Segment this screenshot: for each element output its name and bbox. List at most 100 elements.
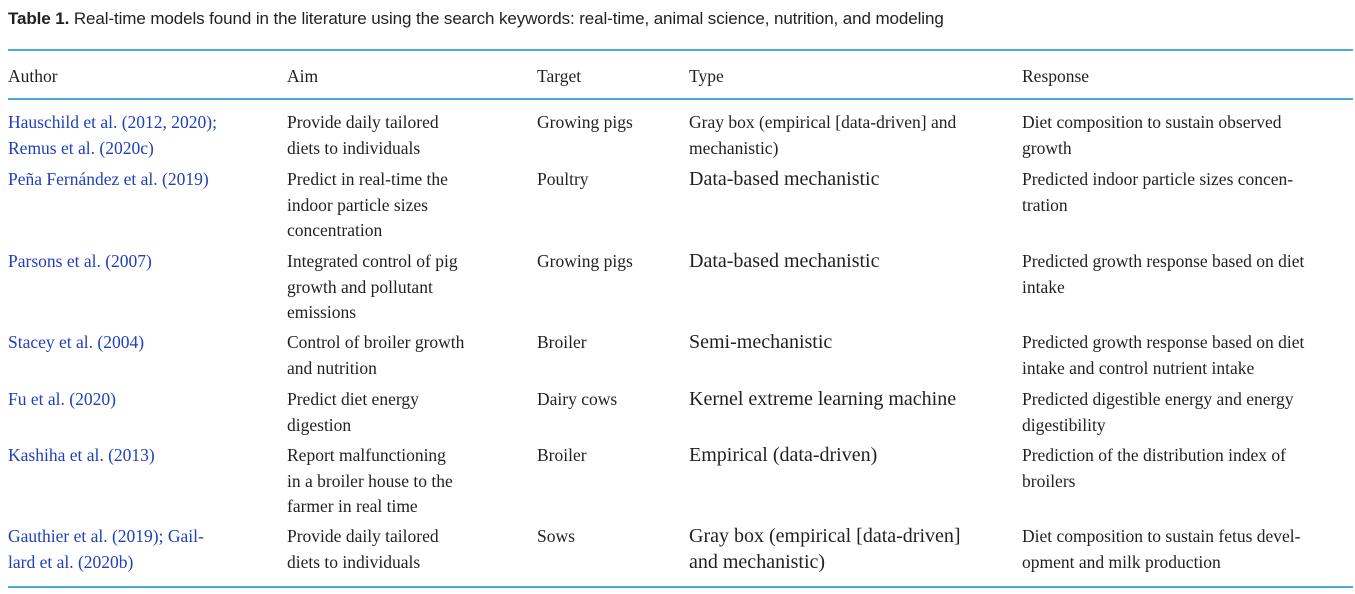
table-row-aim-line: diets to individuals [287,551,421,572]
table-row-response: Prediction of the distribution index of b… [1022,443,1286,494]
table-row-author-line[interactable]: Stacey et al. (2004) [8,332,145,352]
table-row-response-line: Predicted growth response based on diet [1022,332,1305,352]
header-type: Type [689,66,724,86]
table-row-target: Broiler [537,443,587,469]
table-row-response-line: intake [1022,276,1065,297]
table-row-type-line: Data-based mechanistic [689,168,880,190]
table-row-target: Dairy cows [537,387,617,413]
table-row-author-line[interactable]: Remus et al. (2020c) [8,137,154,158]
table-row-aim-line: and nutrition [287,357,377,378]
table-row-response-line: Predicted digestible energy and energy [1022,389,1294,409]
table-row-aim-line: digestion [287,414,352,435]
table-row-aim-line: emissions [287,302,357,322]
table-row-target-line: Poultry [537,169,589,189]
table-row-aim: Integrated control of pig growth and poll… [287,249,458,326]
table-row-aim-line: Provide daily tailored [287,526,439,546]
header-aim: Aim [287,66,319,86]
table-row-response: Diet composition to sustain observed grow… [1022,110,1282,161]
table-row-aim-line: Predict diet energy [287,389,419,409]
table-row-author-line[interactable]: Hauschild et al. (2012, 2020); [8,112,217,132]
table-row-aim-line: Integrated control of pig [287,251,458,271]
table-row-response: Diet composition to sustain fetus devel-… [1022,524,1301,575]
table-row-author: Peña Fernández et al. (2019) [8,167,209,193]
table-row-author: Fu et al. (2020) [8,387,116,413]
table-row-response: Predicted growth response based on diet i… [1022,330,1304,381]
table-row-type: Gray box (empirical [data-driven] and mec… [689,524,961,575]
table-row-author-line[interactable]: Kashiha et al. (2013) [8,445,155,465]
table-row-author-line[interactable]: Parsons et al. (2007) [8,251,152,271]
table-row-target-line: Dairy cows [537,389,618,409]
table-row-aim-line: Predict in real-time the [287,169,448,189]
table-row-aim-line: diets to individuals [287,137,421,158]
table-row-type-line: Gray box (empirical [data-driven] and [689,112,957,132]
table-row-response-line: Prediction of the distribution index of [1022,445,1286,465]
table-row-author-line[interactable]: Fu et al. (2020) [8,389,116,409]
table-row-type-line: and mechanistic) [689,550,826,573]
table-row-target-line: Broiler [537,332,587,352]
table-row-aim-line: growth and pollutant [287,276,433,297]
table-row-response-line: digestibility [1022,414,1106,435]
table-row-response-line: Predicted growth response based on diet [1022,251,1305,271]
table-row-type-line: Kernel extreme learning machine [689,388,957,410]
table-row-aim: Report malfunctioning in a broiler house … [287,443,453,520]
table-row-type: Kernel extreme learning machine [689,387,956,413]
table-row-type: Data-based mechanistic [689,167,879,193]
table-row-aim: Provide daily tailored diets to individua… [287,524,439,575]
table-caption-text: Real-time models found in the literature… [73,9,944,28]
table-row-response-line: Diet composition to sustain observed [1022,112,1282,132]
header-response: Response [1022,66,1090,86]
table-row-author: Gauthier et al. (2019); Gail-lard et al.… [8,524,204,575]
table-row-response-line: opment and milk production [1022,551,1221,572]
table-row-target: Sows [537,524,575,550]
table-row-response: Predicted growth response based on diet i… [1022,249,1304,300]
table-row-type-line: Gray box (empirical [data-driven] [689,525,961,547]
table-row-response-line: tration [1022,194,1068,215]
table-row-aim-line: concentration [287,220,383,240]
table-row-type-line: Empirical (data-driven) [689,444,878,466]
header-target: Target [537,66,582,86]
table-row-type: Semi-mechanistic [689,330,832,356]
table-row-aim-line: in a broiler house to the [287,470,453,491]
table-row-response-line: broilers [1022,470,1076,491]
table-row-target-line: Broiler [537,445,587,465]
table-bottom-rule [8,586,1353,588]
table-row-response-line: Predicted indoor particle sizes concen- [1022,169,1294,189]
table-row-author: Stacey et al. (2004) [8,330,144,356]
table-row-author: Hauschild et al. (2012, 2020); Remus et a… [8,110,217,161]
table-row-type-line: Semi-mechanistic [689,331,833,353]
table-row-response-line: growth [1022,137,1072,158]
table-row-author: Kashiha et al. (2013) [8,443,155,469]
table-caption-label: Table 1. [8,9,70,28]
table-row-aim: Provide daily tailored diets to individua… [287,110,439,161]
table-top-rule [8,49,1353,51]
table-row-aim-line: Report malfunctioning [287,445,446,465]
table-row-target: Poultry [537,167,589,193]
table-caption: Table 1. Real-time models found in the l… [8,9,944,29]
table-row-type: Gray box (empirical [data-driven] and mec… [689,110,956,161]
table-row-aim-line: farmer in real time [287,496,418,516]
table-row-author: Parsons et al. (2007) [8,249,152,275]
header-author: Author [8,66,58,86]
table-row-target-line: Sows [537,526,575,546]
table-row-aim: Control of broiler growth and nutrition [287,330,464,381]
table-row-type: Empirical (data-driven) [689,443,877,469]
table-row-aim-line: Provide daily tailored [287,112,439,132]
table-row-target-line: Growing pigs [537,251,633,271]
table-row-target: Growing pigs [537,249,633,275]
table-row-author-line[interactable]: Peña Fernández et al. (2019) [8,169,209,189]
table-row-type-line: Data-based mechanistic [689,250,880,272]
table-row-target: Broiler [537,330,587,356]
table-row-type-line: mechanistic) [689,137,779,158]
table-row-aim-line: indoor particle sizes [287,194,428,215]
table-row-response: Predicted digestible energy and energy di… [1022,387,1294,438]
table-row-aim: Predict in real-time the indoor particle … [287,167,448,244]
table-row-response-line: intake and control nutrient intake [1022,357,1255,378]
table-row-response: Predicted indoor particle sizes concen-t… [1022,167,1293,218]
table-row-response-line: Diet composition to sustain fetus devel- [1022,526,1301,546]
table-row-aim: Predict diet energy digestion [287,387,419,438]
table-row-type: Data-based mechanistic [689,249,879,275]
table-row-author-line[interactable]: lard et al. (2020b) [8,551,134,572]
table-row-target-line: Growing pigs [537,112,633,132]
table-row-author-line[interactable]: Gauthier et al. (2019); Gail- [8,526,204,546]
table-row-aim-line: Control of broiler growth [287,332,465,352]
